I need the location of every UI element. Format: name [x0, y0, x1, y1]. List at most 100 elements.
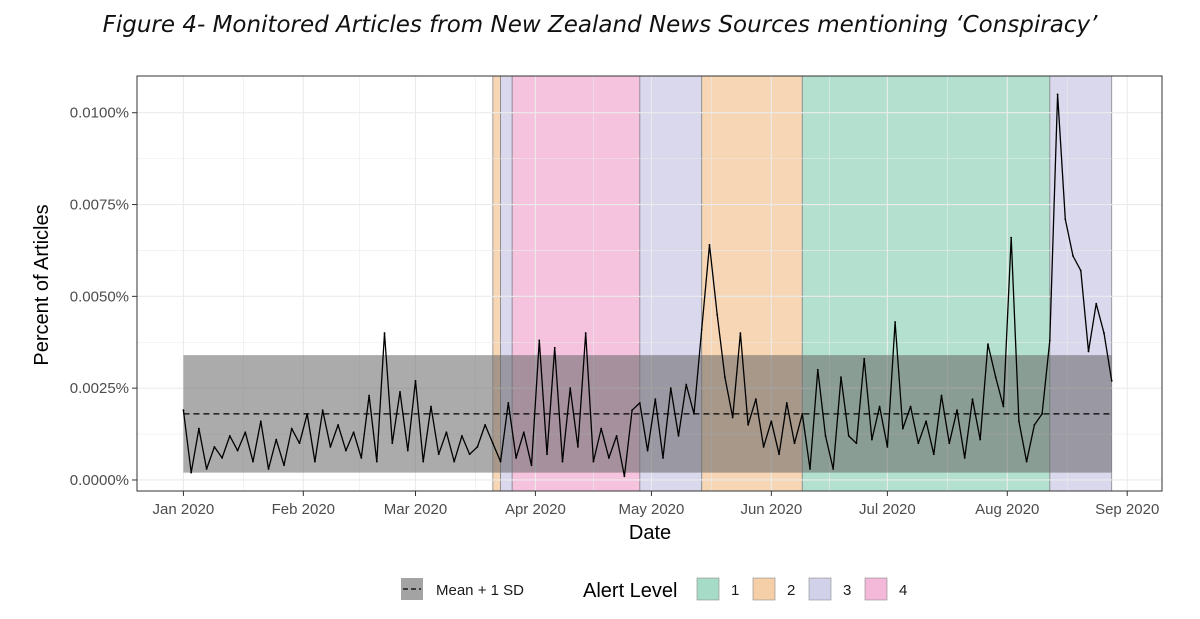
data-point: [940, 394, 943, 397]
x-tick-label: Mar 2020: [384, 501, 447, 518]
data-point: [1033, 423, 1036, 426]
data-point: [1072, 255, 1074, 257]
data-point: [283, 464, 285, 467]
data-point: [785, 401, 788, 404]
data-point: [453, 460, 456, 463]
chart-title: Figure 4- Monitored Articles from New Ze…: [102, 12, 1098, 38]
data-point: [584, 332, 587, 334]
data-point: [932, 453, 935, 456]
data-point: [430, 405, 432, 408]
legend-alert-4-label: 4: [899, 582, 907, 599]
x-axis: Jan 2020 Feb 2020 Mar 2020 Apr 2020 May 2020…: [153, 491, 1159, 518]
data-point: [1010, 236, 1013, 239]
data-point: [383, 332, 386, 334]
data-point: [491, 442, 494, 445]
x-tick-label: Aug 2020: [975, 501, 1039, 518]
data-point: [422, 460, 425, 463]
data-point: [414, 379, 417, 382]
data-point: [754, 398, 757, 401]
panel-border: [136, 75, 1163, 492]
data-point: [561, 460, 564, 463]
data-point: [615, 435, 618, 437]
data-point: [700, 328, 703, 331]
data-point: [553, 346, 556, 349]
data-point: [197, 427, 200, 430]
data-point: [314, 460, 316, 463]
legend-alert-title: Alert Level: [583, 580, 678, 602]
legend-alert-2-label: 2: [787, 582, 795, 599]
data-point: [925, 420, 927, 423]
data-point: [352, 431, 355, 434]
data-point: [607, 457, 610, 459]
data-point: [739, 332, 742, 334]
data-point: [669, 387, 672, 390]
data-point: [182, 409, 185, 412]
data-point: [654, 398, 657, 401]
data-point: [809, 468, 811, 470]
data-point: [190, 471, 193, 474]
legend-alert-1-swatch: [696, 577, 720, 601]
data-point: [840, 376, 842, 379]
x-tick-label: Sep 2020: [1095, 501, 1159, 518]
data-point: [987, 343, 989, 345]
y-axis: 0.0000% 0.0025% 0.0050% 0.0075% 0.0100%: [70, 105, 137, 489]
data-point: [824, 435, 827, 437]
data-point: [801, 412, 804, 415]
data-point: [321, 409, 324, 412]
data-point: [1103, 332, 1105, 334]
x-tick-label: Jun 2020: [740, 501, 802, 518]
data-point: [344, 449, 347, 452]
data-point: [368, 394, 370, 397]
data-point: [855, 442, 858, 445]
data-point: [917, 442, 920, 445]
data-point: [337, 423, 340, 426]
data-series: [182, 93, 1113, 478]
data-point: [623, 475, 626, 478]
data-point: [979, 438, 982, 441]
data-point: [360, 457, 363, 459]
data-point: [793, 442, 796, 445]
data-point: [631, 409, 633, 412]
data-point: [530, 464, 533, 467]
data-point: [236, 449, 239, 452]
data-point: [600, 427, 603, 430]
data-point: [1087, 350, 1090, 353]
legend-alert-4-swatch: [864, 577, 888, 601]
data-point: [221, 457, 223, 459]
data-point: [205, 468, 208, 470]
data-point: [693, 412, 695, 415]
y-tick-label: 0.0000%: [70, 472, 129, 489]
data-point: [1064, 218, 1067, 221]
data-point: [770, 420, 773, 423]
legend-alert-2-swatch: [752, 577, 776, 601]
data-point: [871, 438, 873, 441]
data-point: [863, 357, 866, 360]
y-tick-label: 0.0100%: [70, 105, 129, 122]
data-point: [886, 446, 889, 448]
data-point: [267, 468, 270, 470]
data-point: [1110, 379, 1113, 382]
x-tick-label: Jul 2020: [859, 501, 916, 518]
legend: Mean + 1 SD Alert Level 1 2 3 4: [401, 577, 907, 602]
legend-alert-3-swatch: [808, 577, 832, 601]
data-point: [1025, 460, 1028, 463]
data-point: [971, 398, 974, 401]
data-point: [522, 431, 525, 434]
data-point: [646, 449, 649, 452]
legend-alert-3-label: 3: [843, 582, 851, 599]
data-point: [213, 446, 216, 448]
data-point: [546, 453, 548, 456]
data-point: [1095, 302, 1098, 305]
data-point: [662, 457, 664, 459]
data-point: [569, 387, 572, 390]
data-point: [716, 313, 719, 316]
data-point: [909, 405, 912, 408]
data-point: [437, 453, 440, 456]
data-point: [329, 446, 332, 448]
data-point: [461, 435, 463, 437]
data-point: [724, 376, 726, 379]
data-point: [275, 438, 278, 441]
data-point: [515, 457, 517, 459]
data-point: [375, 460, 378, 463]
